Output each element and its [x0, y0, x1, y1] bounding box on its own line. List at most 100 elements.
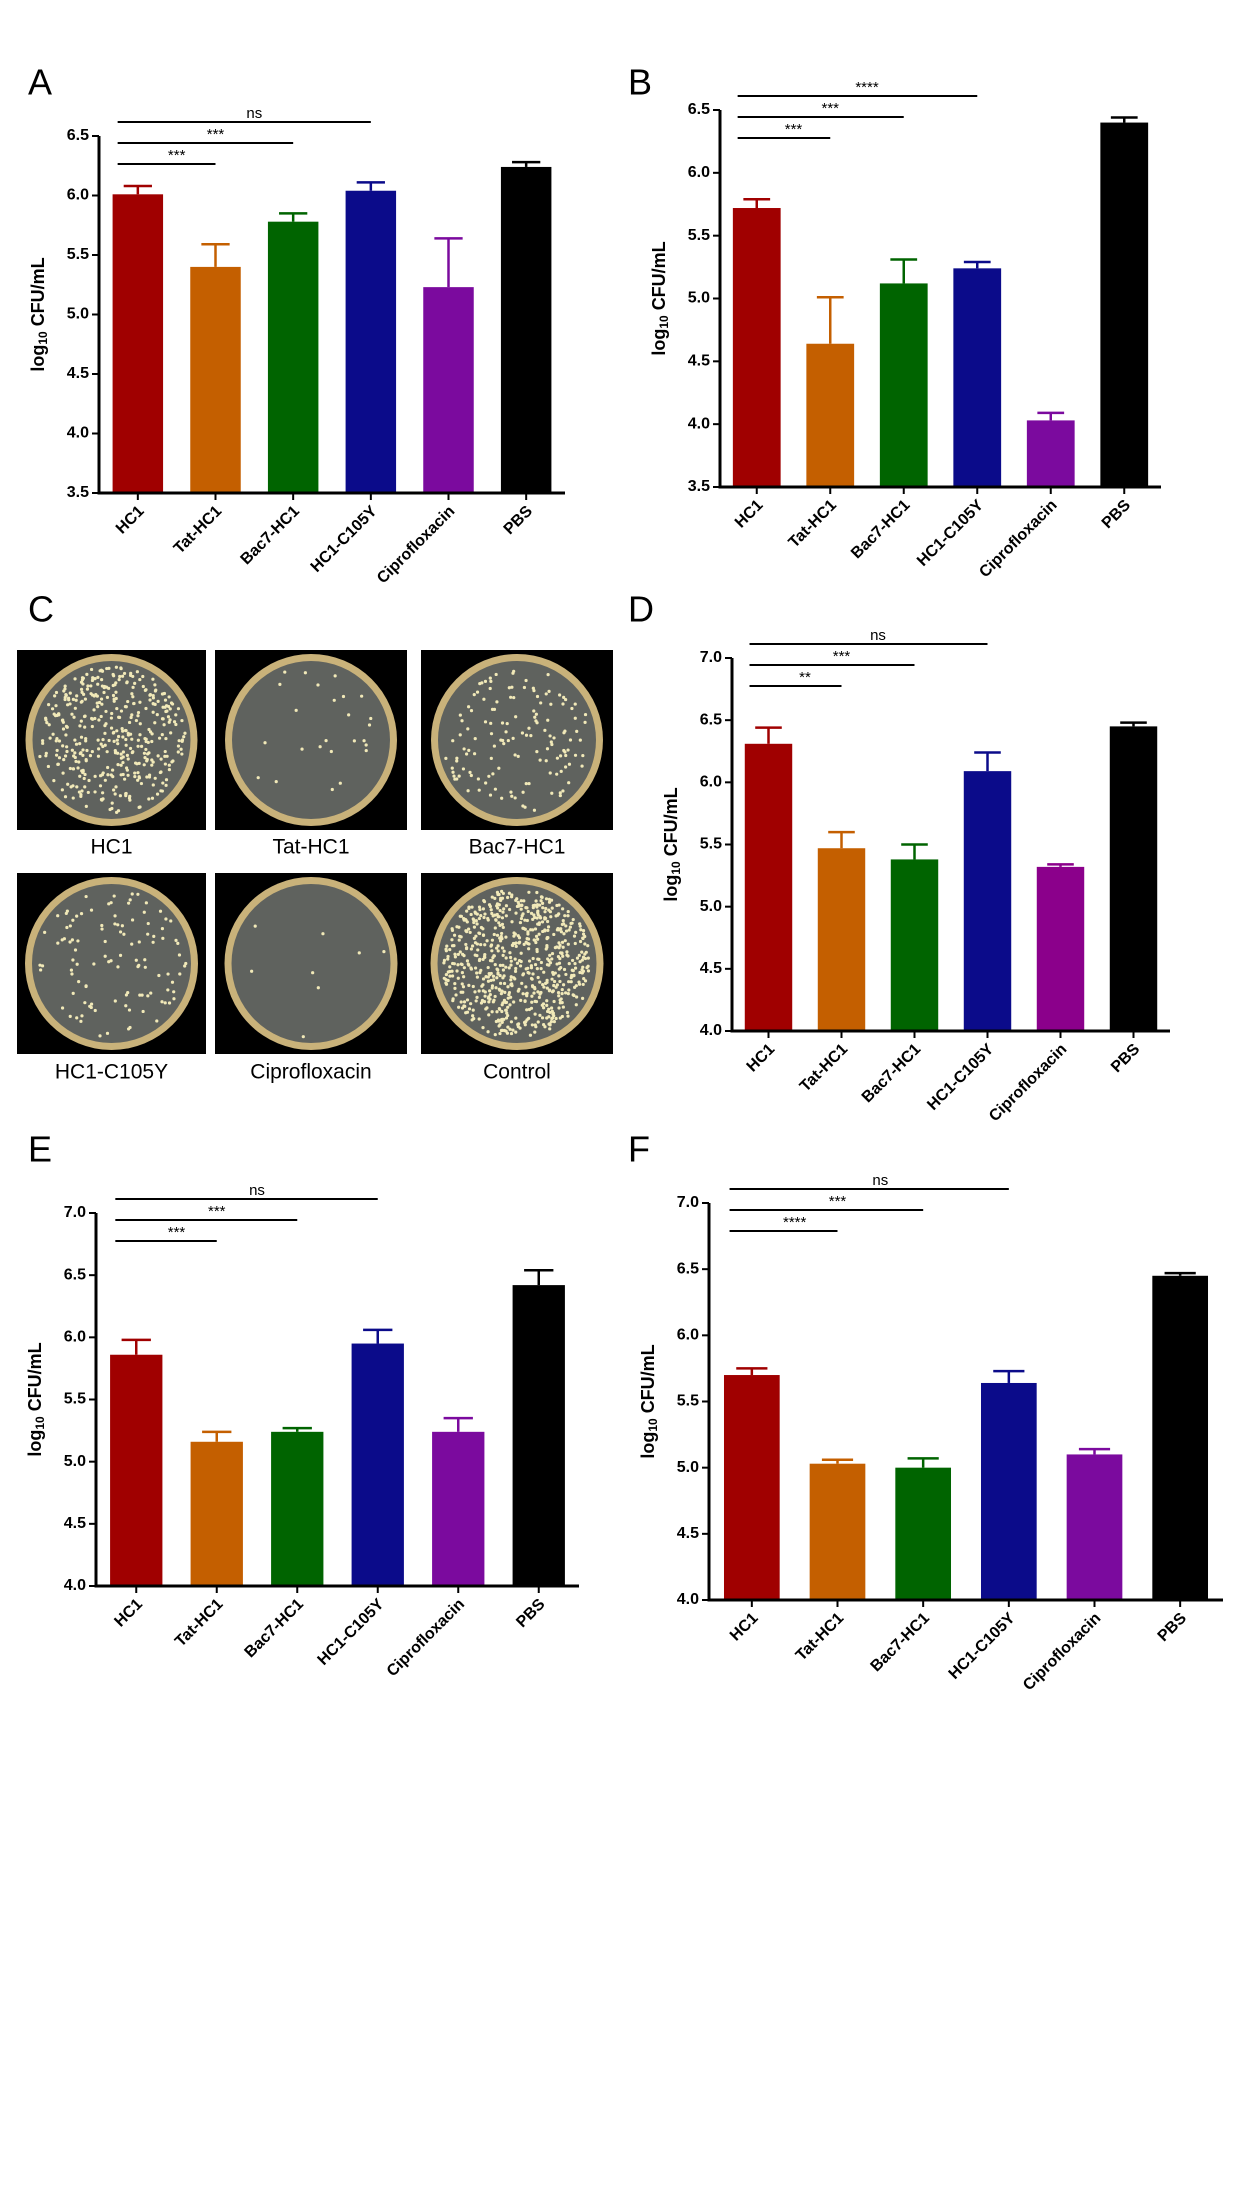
- colony: [556, 926, 560, 931]
- colony: [61, 720, 65, 724]
- colony: [55, 748, 59, 753]
- colony: [102, 690, 106, 695]
- colony: [537, 995, 542, 1000]
- bar: [879, 283, 928, 487]
- colony: [509, 695, 513, 699]
- colony: [80, 1014, 84, 1018]
- colony: [138, 677, 142, 682]
- colony: [75, 962, 79, 966]
- colony: [560, 992, 564, 996]
- colony: [68, 924, 72, 928]
- colony: [526, 909, 530, 914]
- colony: [451, 770, 455, 774]
- colony: [169, 731, 173, 735]
- colony: [479, 913, 483, 918]
- colony: [492, 932, 496, 937]
- colony: [111, 768, 115, 772]
- colony: [548, 961, 553, 965]
- colony: [479, 968, 483, 972]
- colony: [459, 935, 463, 939]
- y-axis-label-part: log: [649, 329, 669, 356]
- colony: [497, 903, 501, 907]
- colony: [352, 739, 356, 743]
- colony: [508, 1003, 512, 1007]
- colony: [479, 1001, 484, 1005]
- colony: [60, 788, 64, 792]
- colony: [470, 944, 475, 948]
- colony: [581, 982, 585, 987]
- colony: [450, 928, 455, 932]
- colony: [97, 747, 101, 751]
- colony: [84, 739, 88, 743]
- colony: [558, 791, 562, 795]
- colony: [475, 942, 479, 946]
- colony: [124, 791, 128, 796]
- colony: [505, 1011, 509, 1015]
- colony: [488, 676, 492, 680]
- colony: [103, 724, 107, 728]
- colony: [546, 925, 551, 929]
- colony: [465, 959, 470, 963]
- colony: [578, 939, 583, 944]
- colony: [127, 1008, 132, 1012]
- colony: [126, 773, 130, 777]
- colony: [71, 991, 75, 995]
- colony: [477, 931, 481, 935]
- colony: [457, 774, 461, 778]
- colony: [100, 684, 104, 688]
- colony: [496, 1018, 501, 1022]
- y-tick-label: 7.0: [64, 1204, 86, 1221]
- colony: [466, 789, 470, 793]
- colony: [364, 748, 368, 753]
- colony: [69, 785, 73, 789]
- colony: [561, 702, 565, 706]
- colony: [64, 911, 68, 916]
- colony: [457, 925, 461, 929]
- colony: [138, 733, 142, 737]
- colony: [104, 709, 108, 714]
- error-bar: [828, 830, 855, 849]
- colony: [112, 894, 116, 898]
- colony: [456, 976, 460, 980]
- colony: [165, 754, 169, 758]
- colony: [583, 979, 588, 983]
- colony: [163, 754, 167, 758]
- colony: [115, 738, 119, 742]
- colony: [498, 939, 503, 943]
- colony: [170, 980, 175, 984]
- colony: [491, 772, 495, 776]
- colony: [450, 974, 455, 978]
- colony: [456, 952, 460, 957]
- colony: [583, 942, 587, 946]
- colony: [531, 972, 535, 976]
- colony: [143, 965, 147, 969]
- colony: [113, 922, 117, 926]
- colony: [559, 927, 563, 931]
- colony: [78, 724, 82, 728]
- colony: [501, 963, 505, 967]
- bar: [1100, 122, 1149, 488]
- colony: [532, 991, 536, 995]
- colony: [535, 947, 539, 952]
- colony: [126, 731, 130, 736]
- colony: [495, 700, 499, 704]
- colony: [484, 781, 488, 785]
- colony: [533, 1030, 537, 1034]
- colony: [560, 951, 564, 955]
- y-axis-label-part: CFU/mL: [638, 1344, 658, 1418]
- colony: [149, 991, 153, 995]
- colony: [150, 796, 155, 800]
- colony: [131, 674, 135, 679]
- error-bar: [123, 184, 152, 195]
- colony: [88, 754, 93, 758]
- colony: [172, 990, 176, 994]
- colony: [490, 949, 494, 953]
- colony: [153, 776, 157, 780]
- colony: [527, 781, 531, 786]
- colony: [263, 741, 267, 745]
- colony: [483, 912, 487, 916]
- colony: [552, 983, 556, 988]
- colony: [550, 977, 554, 981]
- colony: [145, 775, 149, 779]
- colony: [547, 689, 551, 693]
